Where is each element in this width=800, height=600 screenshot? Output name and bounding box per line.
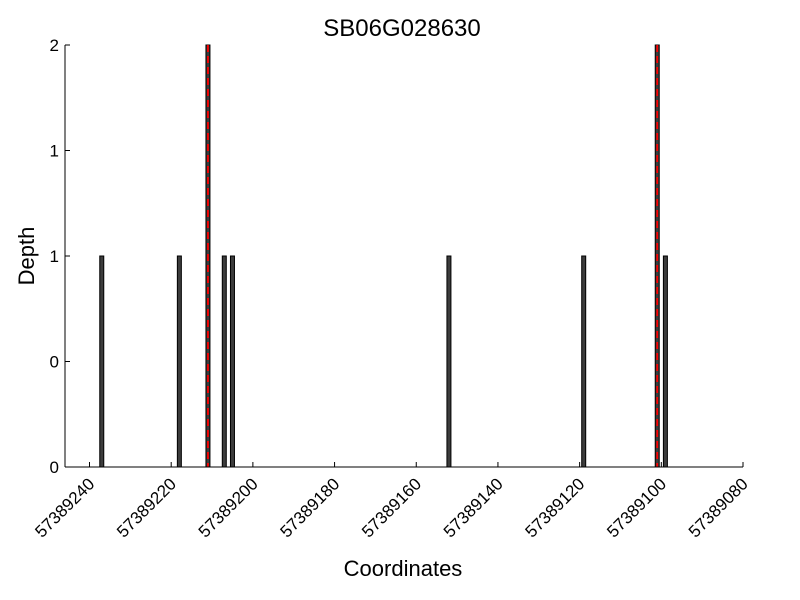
x-ticks-group: 57389240 57389220 57389200 57389180 57389160…: [31, 462, 752, 541]
x-tick-label: 57389120: [522, 474, 589, 541]
y-tick-label: 2: [50, 36, 59, 55]
x-tick-label: 57389160: [358, 474, 425, 541]
bar: [581, 255, 587, 468]
bar: [662, 255, 668, 468]
y-axis-label: Depth: [14, 227, 39, 286]
y-tick-label: 1: [50, 142, 59, 161]
y-tick-label: 0: [50, 458, 59, 477]
x-tick-label: 57389100: [603, 474, 670, 541]
chart-title: SB06G028630: [323, 15, 480, 42]
axes-group: [64, 45, 743, 468]
x-tick-label: 57389200: [195, 474, 262, 541]
x-axis-label: Coordinates: [344, 556, 463, 581]
bar: [99, 255, 105, 468]
y-ticks-group: 0 0 1 1 2: [50, 36, 70, 477]
x-tick-label: 57389220: [113, 474, 180, 541]
bar: [221, 255, 227, 468]
bar: [229, 255, 235, 468]
bars-group: [99, 44, 668, 468]
y-tick-label: 0: [50, 353, 59, 372]
bar: [446, 255, 452, 468]
y-tick-label: 1: [50, 247, 59, 266]
x-tick-label: 57389140: [440, 474, 507, 541]
x-tick-label: 57389080: [685, 474, 752, 541]
markers-group: [207, 45, 659, 467]
bar: [176, 255, 182, 468]
x-tick-label: 57389180: [276, 474, 343, 541]
x-tick-label: 57389240: [31, 474, 98, 541]
